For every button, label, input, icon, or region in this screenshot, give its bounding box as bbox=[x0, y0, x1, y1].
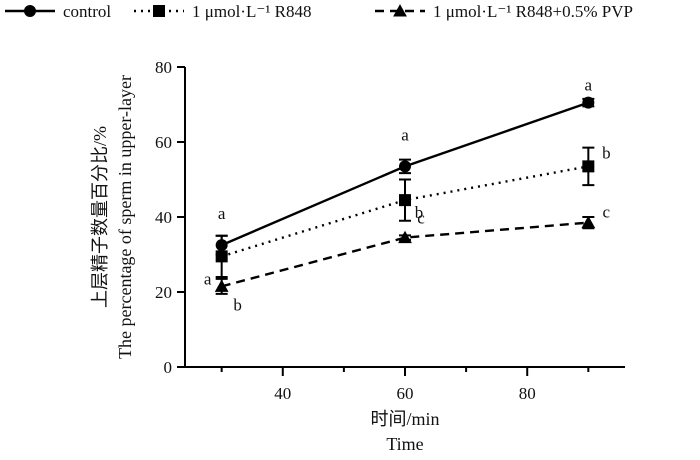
y-tick-label: 20 bbox=[155, 283, 172, 302]
significance-label: b bbox=[415, 203, 424, 222]
significance-label: a bbox=[204, 269, 212, 288]
significance-label: c bbox=[417, 209, 425, 228]
legend-item-3: 1 μmol·L⁻¹ R848+0.5% PVP bbox=[375, 2, 633, 21]
significance-label: b bbox=[233, 295, 242, 314]
significance-label: a bbox=[218, 204, 226, 223]
data-point bbox=[581, 215, 596, 229]
legend-marker bbox=[24, 5, 36, 17]
legend-item-1: control bbox=[5, 2, 111, 21]
legend-item-2: 1 μmol·L⁻¹ R848 bbox=[134, 2, 312, 21]
series-line bbox=[221, 221, 589, 288]
significance-label: a bbox=[401, 125, 409, 144]
series-2: a b b bbox=[204, 143, 611, 288]
x-axis-label-en: Time bbox=[386, 434, 423, 454]
x-axis-label-cn: 时间/min bbox=[370, 409, 439, 429]
y-tick-label: 80 bbox=[155, 58, 172, 77]
y-axis-label-cn: 上层精子数量百分比/% bbox=[90, 126, 110, 308]
y-tick-label: 60 bbox=[155, 133, 172, 152]
legend-marker bbox=[153, 5, 165, 17]
data-point bbox=[215, 250, 228, 263]
legend-label: 1 μmol·L⁻¹ R848+0.5% PVP bbox=[433, 2, 633, 21]
legend-label: 1 μmol·L⁻¹ R848 bbox=[192, 2, 312, 21]
series-1: a a a bbox=[215, 76, 595, 256]
y-axis-label-en: The percentage of sperm in upper-layer bbox=[115, 75, 135, 359]
x-tick-label: 80 bbox=[519, 384, 536, 403]
axes: 0 20 40 60 80 40 60 80 bbox=[155, 58, 625, 403]
significance-label: b bbox=[602, 143, 611, 162]
significance-label: a bbox=[585, 76, 593, 95]
y-tick-label: 40 bbox=[155, 208, 172, 227]
legend-label: control bbox=[63, 2, 111, 21]
data-point bbox=[399, 194, 411, 207]
series-3: bc c bbox=[214, 203, 611, 314]
series-line bbox=[221, 165, 589, 258]
legend: control 1 μmol·L⁻¹ R848 1 μmol·L⁻¹ R848+0.… bbox=[5, 2, 633, 21]
legend-marker bbox=[393, 4, 407, 17]
data-point bbox=[582, 160, 595, 173]
x-tick-label: 60 bbox=[397, 384, 414, 403]
data-point bbox=[398, 230, 412, 244]
data-point bbox=[582, 96, 595, 109]
y-tick-label: 0 bbox=[164, 358, 173, 377]
x-tick-label: 40 bbox=[274, 384, 291, 403]
data-point bbox=[214, 279, 229, 292]
axis-labels: 时间/min Time 上层精子数量百分比/% The percentage of s… bbox=[90, 75, 440, 454]
significance-label: c bbox=[603, 203, 611, 222]
data-point bbox=[399, 160, 411, 173]
